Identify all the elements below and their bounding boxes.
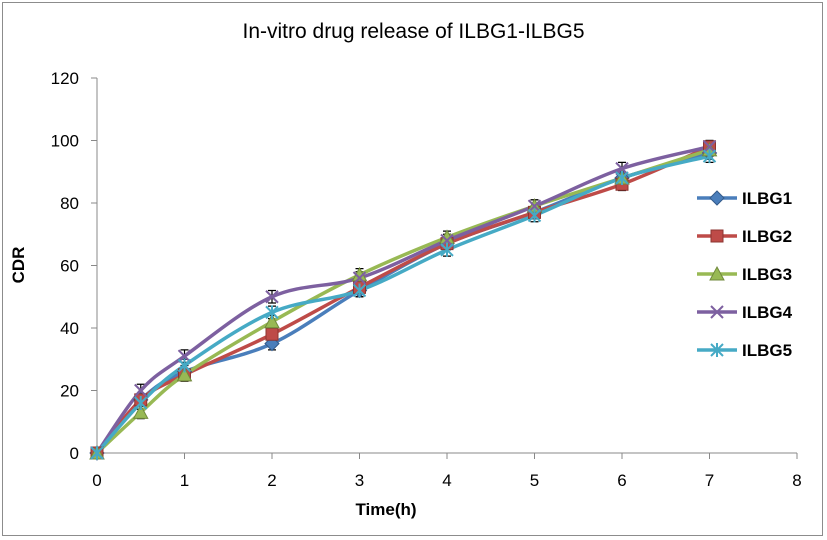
- series-line-ilbg3: [95, 148, 711, 455]
- y-tick-label: 80: [60, 194, 79, 213]
- y-tick-label: 100: [51, 132, 79, 151]
- legend-marker-ilbg4: [710, 305, 724, 319]
- legend-label-ilbg3: ILBG3: [742, 265, 792, 284]
- x-tick-label: 7: [705, 471, 714, 490]
- data-point-ilbg3: [176, 366, 193, 382]
- legend-marker-ilbg5: [710, 343, 724, 357]
- data-point-ilbg5: [177, 358, 192, 373]
- data-point-ilbg4: [265, 290, 279, 304]
- series-line-ilbg1: [95, 151, 710, 455]
- series-markers: [89, 140, 718, 461]
- data-point-ilbg5: [134, 396, 148, 410]
- x-tick-label: 2: [267, 471, 276, 490]
- legend-label-ilbg4: ILBG4: [742, 303, 793, 322]
- axes: 0 20 40 60 80 100 120 0 1 2 3 4 5 6 7 8: [51, 69, 802, 490]
- x-tick-label: 0: [92, 471, 101, 490]
- y-axis-title: CDR: [9, 247, 28, 284]
- x-tick-label: 6: [617, 471, 626, 490]
- legend-marker-ilbg1: [709, 190, 725, 206]
- y-tick-label: 20: [60, 382, 79, 401]
- legend-label-ilbg1: ILBG1: [742, 189, 792, 208]
- data-point-ilbg3: [264, 313, 280, 329]
- series-line-ilbg2: [95, 145, 711, 455]
- x-tick-label: 4: [442, 471, 451, 490]
- series-line-ilbg5: [95, 154, 710, 455]
- data-point-ilbg5: [352, 283, 367, 298]
- y-tick-label: 0: [70, 444, 79, 463]
- y-tick-label: 120: [51, 69, 79, 88]
- data-point-ilbg2: [265, 327, 279, 341]
- data-point-ilbg5: [615, 171, 629, 185]
- data-point-ilbg5: [90, 446, 104, 460]
- data-point-ilbg5: [702, 149, 717, 164]
- series-lines: [95, 145, 711, 455]
- y-tick-label: 60: [60, 257, 79, 276]
- legend: ILBG1 ILBG2 ILBG3 ILBG4 ILBG5: [697, 189, 793, 360]
- data-point-ilbg3: [132, 404, 149, 419]
- data-point-ilbg5: [265, 305, 279, 320]
- data-point-ilbg5: [440, 242, 454, 257]
- x-tick-label: 1: [180, 471, 189, 490]
- legend-marker-ilbg3: [709, 265, 725, 281]
- y-tick-label: 40: [60, 319, 79, 338]
- x-tick-label: 8: [792, 471, 801, 490]
- data-point-ilbg4: [352, 271, 367, 285]
- x-tick-label: 3: [355, 471, 364, 490]
- legend-label-ilbg2: ILBG2: [742, 227, 792, 246]
- series-line-ilbg4: [95, 145, 710, 455]
- chart-title: In-vitro drug release of ILBG1-ILBG5: [242, 20, 585, 43]
- legend-marker-ilbg2: [710, 229, 724, 243]
- legend-label-ilbg5: ILBG5: [742, 341, 792, 360]
- data-point-ilbg5: [527, 208, 542, 223]
- data-point-ilbg4: [134, 383, 148, 398]
- x-axis-title: Time(h): [355, 500, 416, 519]
- x-tick-label: 5: [530, 471, 539, 490]
